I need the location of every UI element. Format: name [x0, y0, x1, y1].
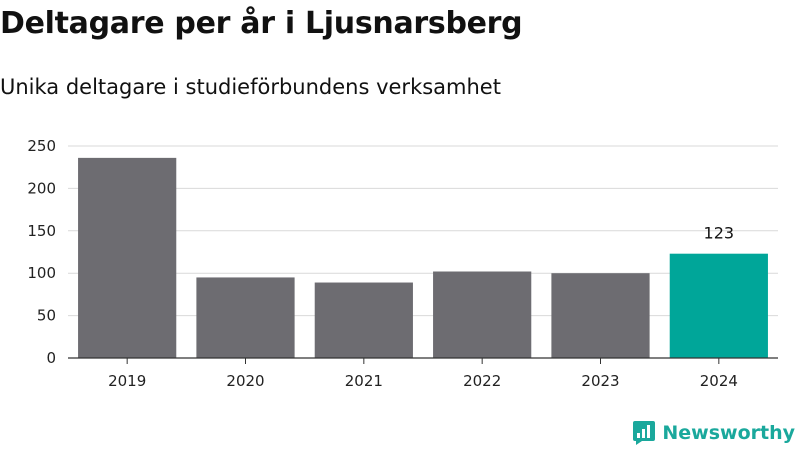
bar-2022: [433, 271, 532, 358]
bar-2024: [669, 253, 768, 358]
brand-name: Newsworthy: [662, 422, 795, 444]
x-tick-label: 2023: [581, 372, 619, 390]
bar-2023: [551, 273, 650, 358]
y-tick-label: 150: [27, 222, 56, 240]
bar-2021: [314, 282, 413, 358]
newsworthy-brand: Newsworthy: [632, 420, 795, 446]
y-tick-label: 50: [37, 307, 56, 325]
y-tick-label: 200: [27, 179, 56, 197]
chart-title: Deltagare per år i Ljusnarsberg: [0, 6, 523, 41]
y-tick-label: 0: [46, 349, 56, 367]
newsworthy-logo-icon: [633, 421, 656, 445]
y-tick-label: 250: [27, 137, 56, 155]
x-tick-label: 2021: [345, 372, 383, 390]
y-tick-label: 100: [27, 264, 56, 282]
x-tick-label: 2024: [700, 372, 738, 390]
bar-2020: [196, 277, 295, 358]
x-tick-label: 2019: [108, 372, 146, 390]
data-label: 123: [704, 224, 735, 243]
x-tick-label: 2022: [463, 372, 501, 390]
bar-2019: [78, 157, 177, 358]
chart-subtitle: Unika deltagare i studieförbundens verks…: [0, 75, 501, 99]
x-tick-label: 2020: [226, 372, 264, 390]
